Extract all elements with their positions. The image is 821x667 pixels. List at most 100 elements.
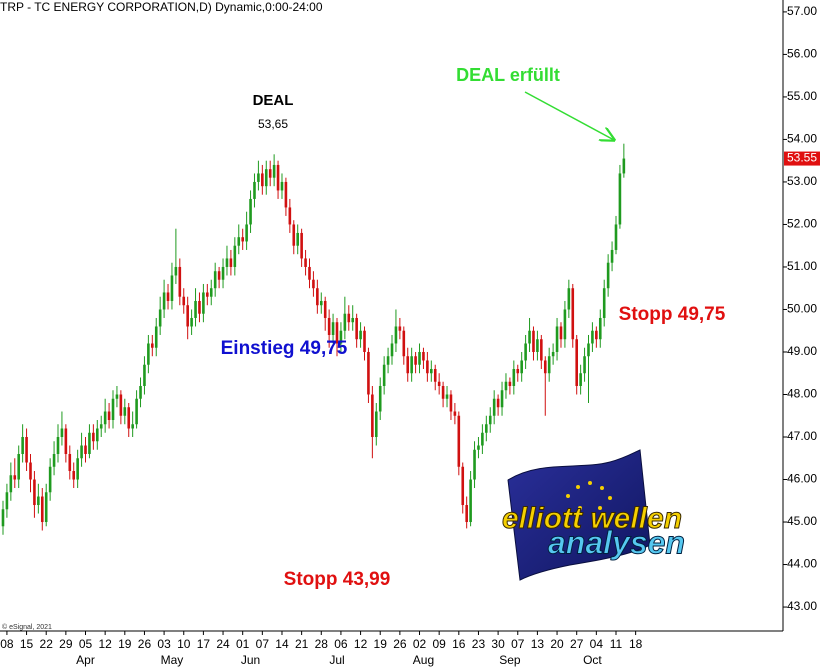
x-tick-label: 17	[197, 637, 211, 651]
x-tick-label: 27	[570, 637, 584, 651]
candle-body	[17, 454, 21, 480]
candle-body	[347, 313, 351, 323]
annotation-arrow	[524, 91, 614, 140]
annotation-deal-high: 53,65	[258, 117, 288, 131]
y-tick-label: 52.00	[787, 217, 817, 231]
y-tick-label: 44.00	[787, 557, 817, 571]
last-price-box	[784, 151, 820, 166]
candle-body	[422, 351, 425, 361]
candle-body	[485, 424, 488, 433]
candle-body	[276, 164, 280, 191]
y-tick-label: 57.00	[787, 4, 817, 18]
x-tick-label: 04	[590, 637, 604, 651]
candle-body	[414, 356, 417, 365]
candle-body	[21, 437, 24, 455]
candle-body	[300, 232, 303, 259]
candle-body	[158, 309, 162, 327]
candle-body	[339, 330, 343, 344]
candle-body	[390, 343, 394, 357]
x-tick-label: 16	[452, 637, 466, 651]
candle-body	[131, 424, 134, 429]
x-tick-label: 11	[610, 637, 623, 651]
candle-body	[536, 339, 539, 352]
chart-title: (TRP - TC ENERGY CORPORATION,D) Dynamic,…	[0, 0, 323, 14]
candle-body	[457, 415, 461, 467]
month-label: Sep	[499, 653, 521, 667]
candle-body	[410, 356, 413, 374]
candle-body	[394, 326, 398, 344]
candle-body	[331, 322, 335, 335]
x-tick-label: 06	[334, 637, 348, 651]
candle-body	[221, 266, 225, 280]
candle-body	[363, 330, 366, 352]
candle-body	[473, 449, 476, 480]
candle-body	[209, 288, 213, 297]
candle-body	[402, 330, 406, 357]
candle-body	[135, 398, 138, 425]
annotation-deal: DEAL	[253, 92, 294, 109]
candle-body	[532, 330, 535, 352]
candle-body	[194, 300, 197, 318]
candle-body	[178, 266, 182, 297]
candle-body	[367, 351, 370, 395]
candle-body	[174, 266, 178, 276]
candle-body	[587, 343, 590, 357]
x-tick-label: 08	[0, 637, 14, 651]
x-tick-label: 18	[629, 637, 643, 651]
candle-body	[524, 343, 527, 361]
x-tick-label: 13	[531, 637, 545, 651]
candle-body	[103, 411, 107, 425]
candle-body	[245, 224, 248, 242]
candle-body	[520, 360, 523, 374]
candle-body	[449, 394, 453, 412]
candle-body	[241, 237, 244, 242]
candle-body	[504, 381, 508, 391]
candle-body	[272, 164, 276, 178]
x-tick-label: 07	[511, 637, 525, 651]
candle-body	[190, 317, 193, 327]
candle-body	[147, 343, 150, 365]
candle-body	[378, 385, 382, 412]
candle-body	[284, 181, 288, 208]
x-tick-label: 05	[79, 637, 93, 651]
candle-body	[5, 492, 9, 510]
annotation-stop1: Stopp 49,75	[619, 304, 726, 325]
candle-body	[559, 326, 563, 340]
logo-text-1: elliott wellen	[502, 502, 682, 535]
x-tick-label: 12	[354, 637, 368, 651]
candle-body	[398, 326, 402, 331]
candle-body	[359, 330, 362, 340]
candle-body	[571, 288, 575, 340]
candle-body	[72, 471, 76, 480]
candle-body	[206, 292, 209, 297]
x-tick-label: 14	[275, 637, 289, 651]
candle-body	[492, 398, 496, 416]
candle-body	[253, 181, 256, 199]
y-tick-label: 43.00	[787, 599, 817, 613]
candle-body	[92, 432, 95, 442]
candle-body	[261, 173, 264, 187]
y-tick-label: 48.00	[787, 387, 817, 401]
candle-body	[233, 245, 237, 267]
candle-body	[198, 300, 201, 314]
x-tick-label: 02	[413, 637, 427, 651]
candle-body	[292, 224, 296, 246]
x-tick-label: 29	[59, 637, 73, 651]
candle-body	[426, 360, 429, 374]
candle-body	[618, 173, 622, 225]
candle-body	[528, 330, 531, 344]
candle-body	[257, 173, 260, 182]
candle-body	[351, 317, 355, 323]
candle-body	[154, 326, 158, 348]
candle-body	[418, 351, 421, 365]
candle-body	[477, 445, 480, 450]
month-label: Jun	[241, 653, 260, 667]
candle-body	[430, 368, 433, 374]
source-note: © eSignal, 2021	[2, 623, 52, 631]
candle-body	[595, 330, 598, 340]
candle-body	[614, 224, 618, 250]
candle-body	[461, 466, 465, 506]
candle-body	[465, 505, 468, 523]
candle-body	[308, 266, 311, 280]
